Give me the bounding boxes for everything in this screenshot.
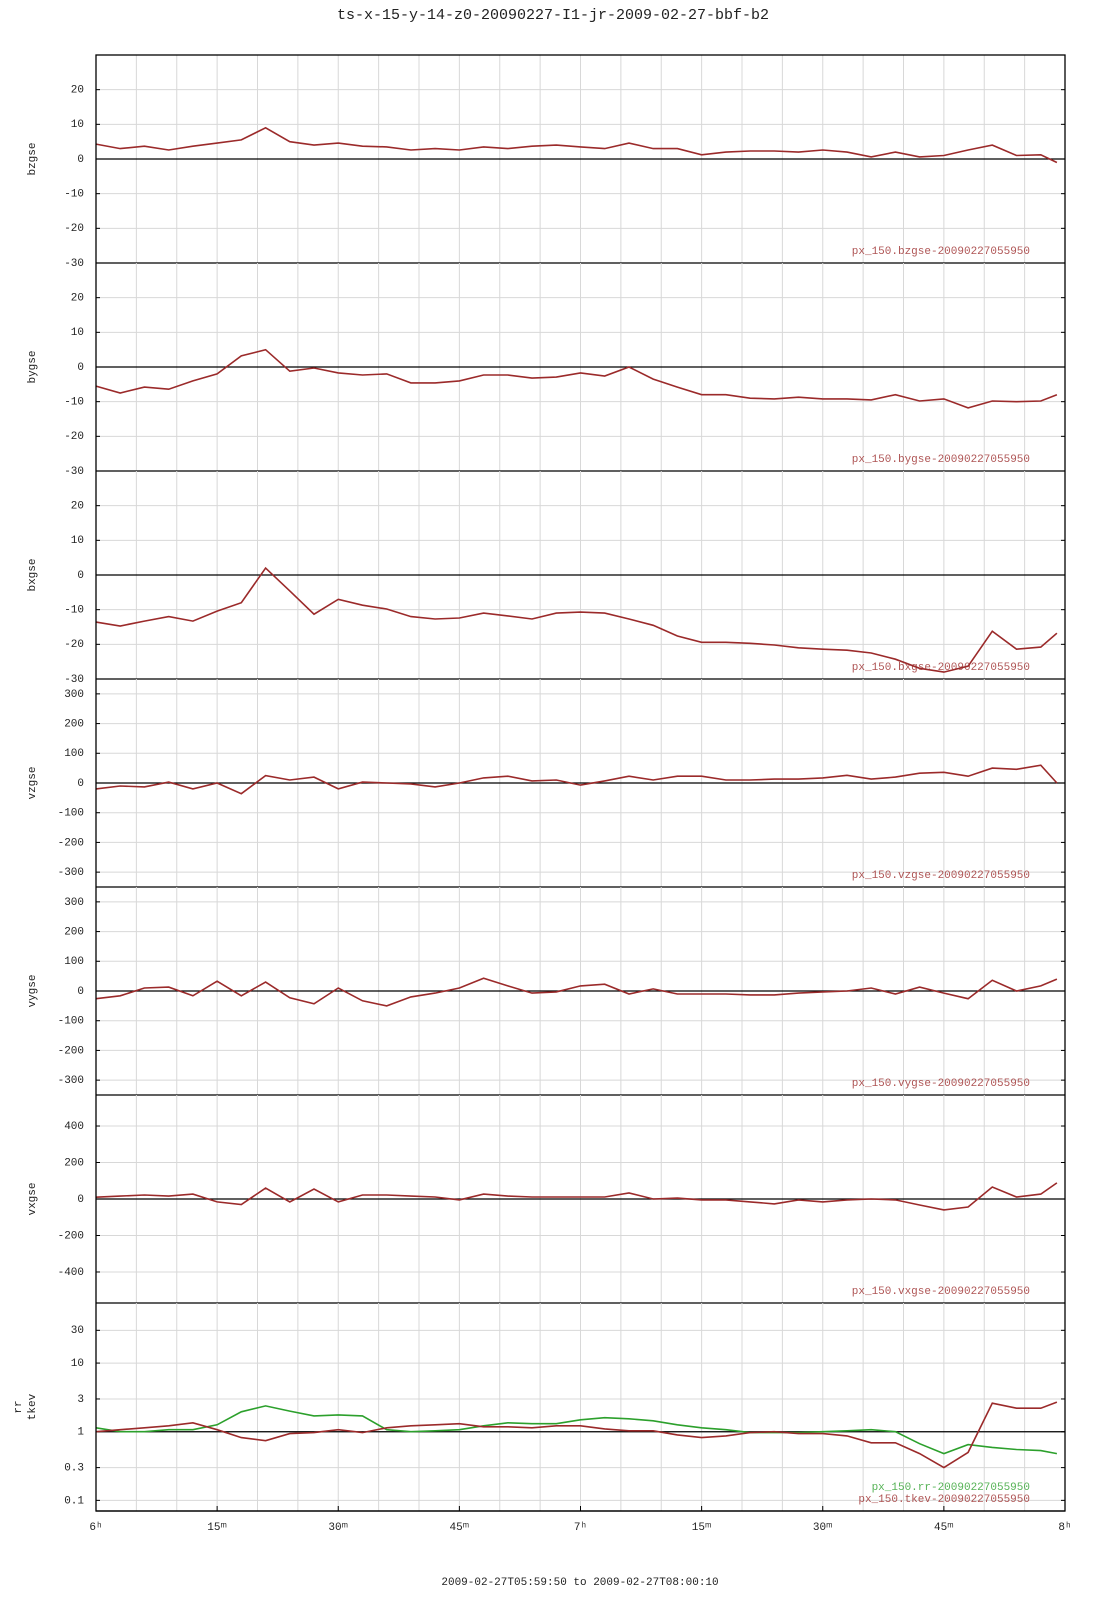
y-tick-label: -200: [58, 1045, 84, 1057]
y-tick-label: -300: [58, 867, 84, 879]
y-tick-label: 0: [77, 362, 84, 374]
chart-title: ts-x-15-y-14-z0-20090227-I1-jr-2009-02-2…: [337, 7, 769, 24]
x-tick-label: 7ʰ: [574, 1522, 587, 1534]
y-axis-label: vxgse: [27, 1182, 39, 1215]
y-tick-label: 0: [77, 778, 84, 790]
y-tick-label: 20: [71, 85, 84, 97]
y-tick-label: 400: [64, 1121, 84, 1133]
y-tick-label: -200: [58, 837, 84, 849]
y-tick-label: 30: [71, 1325, 84, 1337]
y-tick-label: 0.1: [64, 1495, 84, 1507]
y-tick-label: 10: [71, 535, 84, 547]
y-tick-label: 0.3: [64, 1463, 84, 1475]
x-tick-label: 30ᵐ: [813, 1522, 833, 1534]
y-axis-label: rr: [13, 1400, 25, 1413]
y-tick-label: 0: [77, 986, 84, 998]
y-tick-label: -100: [58, 808, 84, 820]
y-tick-label: 300: [64, 689, 84, 701]
y-tick-label: -300: [58, 1075, 84, 1087]
data-line: [95, 1401, 1058, 1469]
y-tick-label: 10: [71, 1358, 84, 1370]
y-tick-label: 300: [64, 897, 84, 909]
y-tick-label: -30: [64, 466, 84, 478]
y-tick-label: 200: [64, 1157, 84, 1169]
y-tick-label: -20: [64, 639, 84, 651]
y-tick-label: -100: [58, 1016, 84, 1028]
y-tick-label: 10: [71, 119, 84, 131]
legend-entry: px_150.tkev-20090227055950: [858, 1494, 1030, 1506]
plot-frame: [95, 54, 1066, 1512]
legend-entry: px_150.rr-20090227055950: [872, 1482, 1030, 1494]
data-line: [95, 1405, 1058, 1455]
data-line: [95, 566, 1058, 673]
legend-entry: px_150.bxgse-20090227055950: [852, 662, 1030, 674]
y-tick-label: -10: [64, 397, 84, 409]
y-axis-label: tkev: [27, 1393, 39, 1420]
y-tick-label: 3: [77, 1394, 84, 1406]
y-tick-label: 0: [77, 1194, 84, 1206]
legend-entry: px_150.bygse-20090227055950: [852, 454, 1030, 466]
legend-entry: px_150.vxgse-20090227055950: [852, 1286, 1030, 1298]
legend-entry: px_150.vzgse-20090227055950: [852, 870, 1030, 882]
y-axis-label: vygse: [27, 974, 39, 1007]
x-tick-label: 6ʰ: [89, 1522, 102, 1534]
y-axis-label: bxgse: [27, 558, 39, 591]
data-line: [95, 348, 1058, 409]
y-tick-label: -400: [58, 1267, 84, 1279]
x-tick-label: 45ᵐ: [934, 1522, 954, 1534]
y-tick-label: 20: [71, 293, 84, 305]
x-tick-label: 8ʰ: [1058, 1522, 1071, 1534]
legend-entry: px_150.vygse-20090227055950: [852, 1078, 1030, 1090]
y-tick-label: -30: [64, 258, 84, 270]
y-tick-label: -20: [64, 223, 84, 235]
y-tick-label: -30: [64, 674, 84, 686]
data-line: [95, 1182, 1058, 1211]
y-tick-label: -10: [64, 605, 84, 617]
x-tick-label: 30ᵐ: [328, 1522, 348, 1534]
x-tick-label: 15ᵐ: [207, 1522, 227, 1534]
x-tick-label: 15ᵐ: [692, 1522, 712, 1534]
y-tick-label: 20: [71, 501, 84, 513]
data-line: [95, 764, 1058, 795]
x-tick-label: 45ᵐ: [449, 1522, 469, 1534]
y-tick-label: -10: [64, 189, 84, 201]
y-axis-label: bygse: [27, 350, 39, 383]
y-tick-label: 100: [64, 956, 84, 968]
data-line: [95, 126, 1058, 164]
y-tick-label: 200: [64, 926, 84, 938]
y-tick-label: 100: [64, 748, 84, 760]
legend-entry: px_150.bzgse-20090227055950: [852, 246, 1030, 258]
y-tick-label: 1: [77, 1427, 84, 1439]
y-tick-label: -200: [58, 1230, 84, 1242]
time-range: 2009-02-27T05:59:50 to 2009-02-27T08:00:…: [441, 1577, 718, 1589]
y-tick-label: -20: [64, 431, 84, 443]
y-axis-label: vzgse: [27, 766, 39, 799]
y-tick-label: 200: [64, 718, 84, 730]
y-axis-label: bzgse: [27, 142, 39, 175]
y-tick-label: 0: [77, 570, 84, 582]
y-tick-label: 0: [77, 154, 84, 166]
data-line: [95, 977, 1058, 1007]
y-tick-label: 10: [71, 327, 84, 339]
